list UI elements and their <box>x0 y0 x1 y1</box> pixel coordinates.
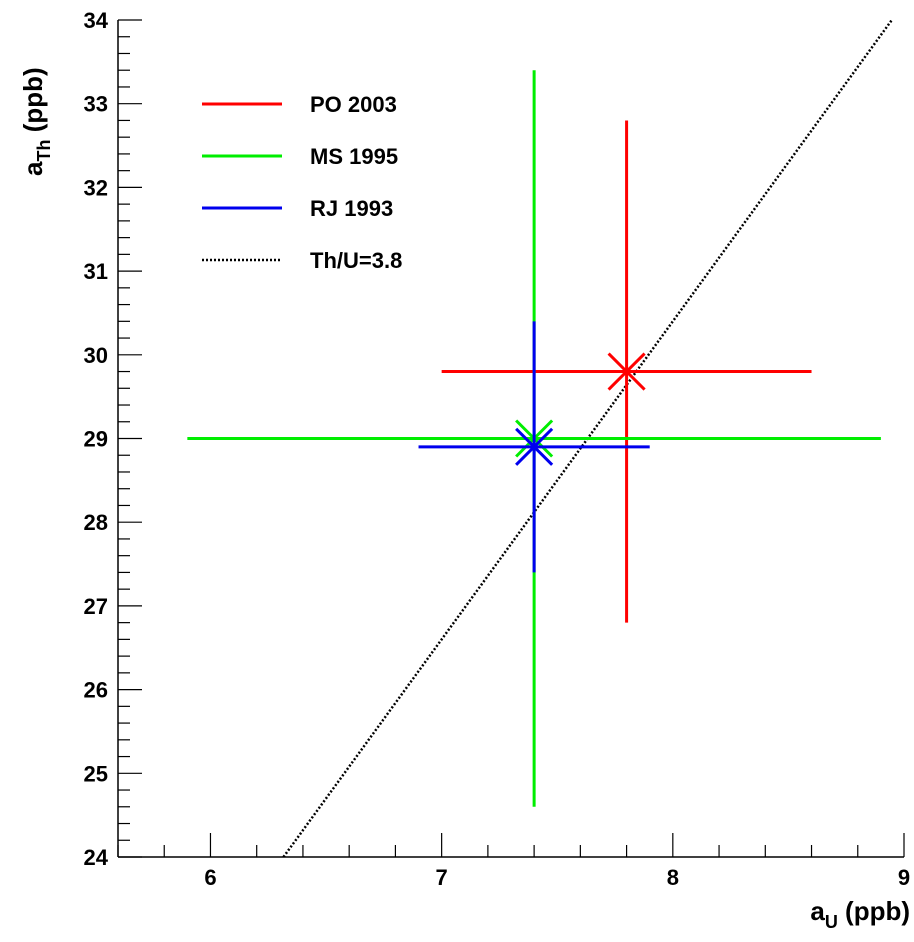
legend-entry: Th/U=3.8 <box>202 248 402 273</box>
legend-entry: MS 1995 <box>202 144 398 169</box>
y-tick-label: 30 <box>84 343 108 368</box>
y-tick-label: 29 <box>84 427 108 452</box>
legend-label: RJ 1993 <box>310 196 393 221</box>
y-axis-label-sub: Th <box>34 140 54 162</box>
y-tick-label: 32 <box>84 175 108 200</box>
x-axis-label-sub: U <box>825 912 838 932</box>
y-tick-label: 27 <box>84 594 108 619</box>
legend-entry: PO 2003 <box>202 92 397 117</box>
legend-label: Th/U=3.8 <box>310 248 402 273</box>
y-tick-label: 24 <box>84 845 109 870</box>
x-tick-label: 7 <box>436 865 448 890</box>
y-tick-label: 34 <box>84 8 109 33</box>
y-tick-label: 28 <box>84 510 108 535</box>
y-tick-label: 33 <box>84 92 108 117</box>
x-tick-label: 6 <box>204 865 216 890</box>
series-po-2003 <box>441 120 812 623</box>
series-layer <box>187 70 881 807</box>
legend-label: PO 2003 <box>310 92 397 117</box>
legend: PO 2003 MS 1995 RJ 1993 Th/U=3.8 <box>202 92 402 273</box>
y-tick-label: 31 <box>84 259 108 284</box>
x-axis-label-unit: (ppb) <box>838 896 910 926</box>
data-point-marker <box>515 427 554 466</box>
legend-label: MS 1995 <box>310 144 398 169</box>
y-axis-label: aTh (ppb) <box>18 67 54 176</box>
axis-ticks: 6 7 8 9 24 25 26 27 28 29 30 31 32 33 34 <box>84 8 911 890</box>
x-tick-label: 9 <box>898 865 910 890</box>
x-tick-label: 8 <box>667 865 679 890</box>
x-axis-label: aU (ppb) <box>810 896 910 932</box>
y-tick-label: 25 <box>84 761 108 786</box>
legend-entry: RJ 1993 <box>202 196 393 221</box>
y-axis-label-unit: (ppb) <box>18 67 48 139</box>
series-rj-1993 <box>418 321 650 573</box>
y-tick-label: 26 <box>84 678 108 703</box>
data-point-marker <box>607 352 646 391</box>
y-axis-label-main: a <box>18 161 48 176</box>
x-axis-label-main: a <box>810 896 825 926</box>
